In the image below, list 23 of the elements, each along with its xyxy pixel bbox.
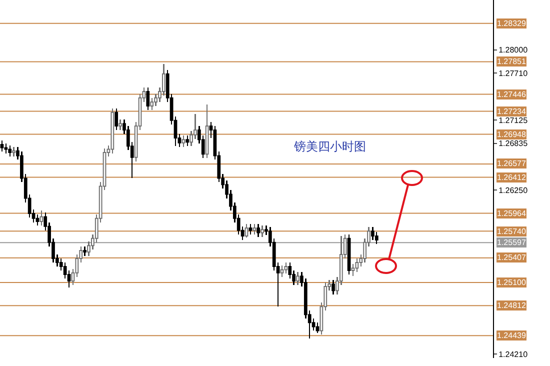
y-tick-label: 1.28000 [498, 46, 528, 55]
text: 镑美四小时图 [293, 140, 366, 154]
candlestick [83, 246, 86, 256]
ref-line-label: 1.27446 [497, 90, 526, 99]
ref-line-label: 1.27234 [497, 107, 526, 116]
ref-line-label: 1.25597 [497, 238, 526, 247]
ref-line-label: 1.25964 [497, 209, 526, 218]
ref-line-label: 1.28329 [497, 19, 526, 28]
y-tick-label: 1.27125 [498, 116, 528, 125]
y-tick-label: 1.27710 [498, 68, 528, 78]
ref-line-label: 1.25740 [497, 227, 526, 236]
y-tick-label: 1.26835 [498, 139, 528, 148]
ref-line-label: 1.27851 [497, 57, 526, 66]
candlestick [12, 146, 16, 157]
ref-line-label: 1.25407 [497, 253, 526, 262]
ref-line-label: 1.26577 [497, 159, 526, 168]
y-tick-label: 1.26250 [498, 186, 528, 196]
ref-line-label: 1.26948 [497, 130, 526, 139]
ref-line-label: 1.26412 [497, 173, 526, 182]
ref-line-label: 1.24439 [497, 331, 526, 340]
ref-line-label: 1.25100 [497, 278, 526, 287]
ref-line-label: 1.24812 [497, 301, 526, 310]
y-tick-label: 1.24210 [498, 350, 528, 359]
